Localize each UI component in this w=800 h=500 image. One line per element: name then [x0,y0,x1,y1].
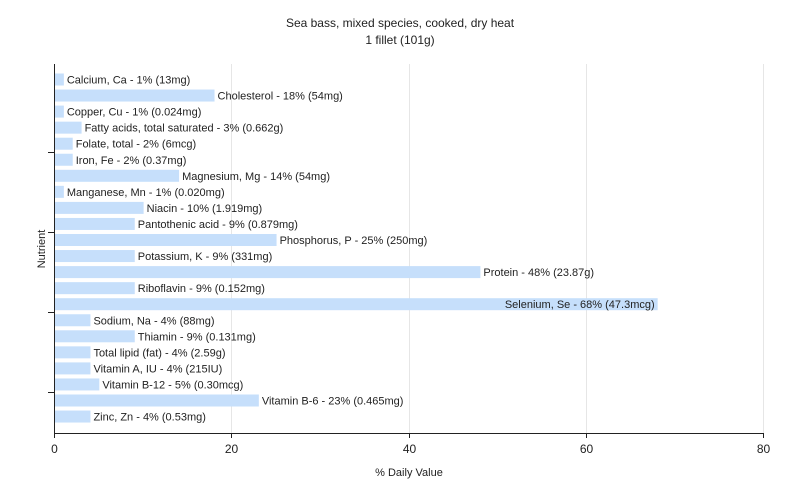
bar [55,346,91,359]
bar [55,137,73,150]
bar-label: Protein - 48% (23.87g) [483,267,594,279]
bar-label: Fatty acids, total saturated - 3% (0.662… [85,123,284,135]
bar [55,105,64,118]
bar [55,153,73,166]
grid-lines [231,64,764,433]
chart-title: Sea bass, mixed species, cooked, dry hea… [286,16,515,30]
bar-label: Vitamin A, IU - 4% (215IU) [93,363,222,375]
bar [55,266,481,279]
bar [55,185,64,198]
bar-label: Riboflavin - 9% (0.152mg) [138,283,265,295]
bar-label: Copper, Cu - 1% (0.024mg) [67,107,202,119]
bar-label: Calcium, Ca - 1% (13mg) [67,75,190,87]
bar-label: Sodium, Na - 4% (88mg) [93,315,214,327]
bar-label: Zinc, Zn - 4% (0.53mg) [93,412,205,424]
bar-label: Manganese, Mn - 1% (0.020mg) [67,187,225,199]
bar-label: Vitamin B-12 - 5% (0.30mcg) [102,379,243,391]
x-tick-label: 40 [403,442,417,456]
bar [55,362,91,375]
bar [55,378,100,391]
x-axis-label: % Daily Value [375,467,443,479]
x-tick-label: 0 [51,442,58,456]
bar [55,234,277,246]
x-tick-label: 20 [225,442,239,456]
bar-label: Total lipid (fat) - 4% (2.59g) [93,347,225,359]
bar-label: Pantothenic acid - 9% (0.879mg) [138,219,298,231]
bar [55,89,215,102]
x-tick-label: 60 [580,442,594,456]
bar-label: Thiamin - 9% (0.131mg) [138,331,256,343]
bar [55,282,135,295]
bar [55,330,135,343]
bar [55,121,82,134]
bar-label: Phosphorus, P - 25% (250mg) [280,235,428,247]
bar [55,201,144,214]
bar-label: Vitamin B-6 - 23% (0.465mg) [262,396,404,408]
axes: 0 20 40 60 80 [48,64,770,456]
bar [55,250,135,263]
bar-label: Folate, total - 2% (6mcg) [76,139,196,151]
x-tick-label: 80 [757,442,771,456]
bar [55,394,259,407]
bar-label: Iron, Fe - 2% (0.37mg) [76,155,187,167]
bar-label: Potassium, K - 9% (331mg) [138,251,273,263]
bar [55,410,91,423]
bar [55,169,180,182]
chart-subtitle: 1 fillet (101g) [365,33,434,47]
bar [55,217,135,230]
bar-label: Selenium, Se - 68% (47.3mcg) [505,299,655,311]
bar-label: Cholesterol - 18% (54mg) [218,91,343,103]
bar-label: Niacin - 10% (1.919mg) [147,203,263,215]
bar [55,298,658,311]
y-axis-label: Nutrient [36,230,48,269]
bar-label: Magnesium, Mg - 14% (54mg) [182,171,330,183]
bar [55,73,64,86]
bar-series: Calcium, Ca - 1% (13mg) Cholesterol - 18%… [55,73,658,424]
bar [55,314,91,327]
